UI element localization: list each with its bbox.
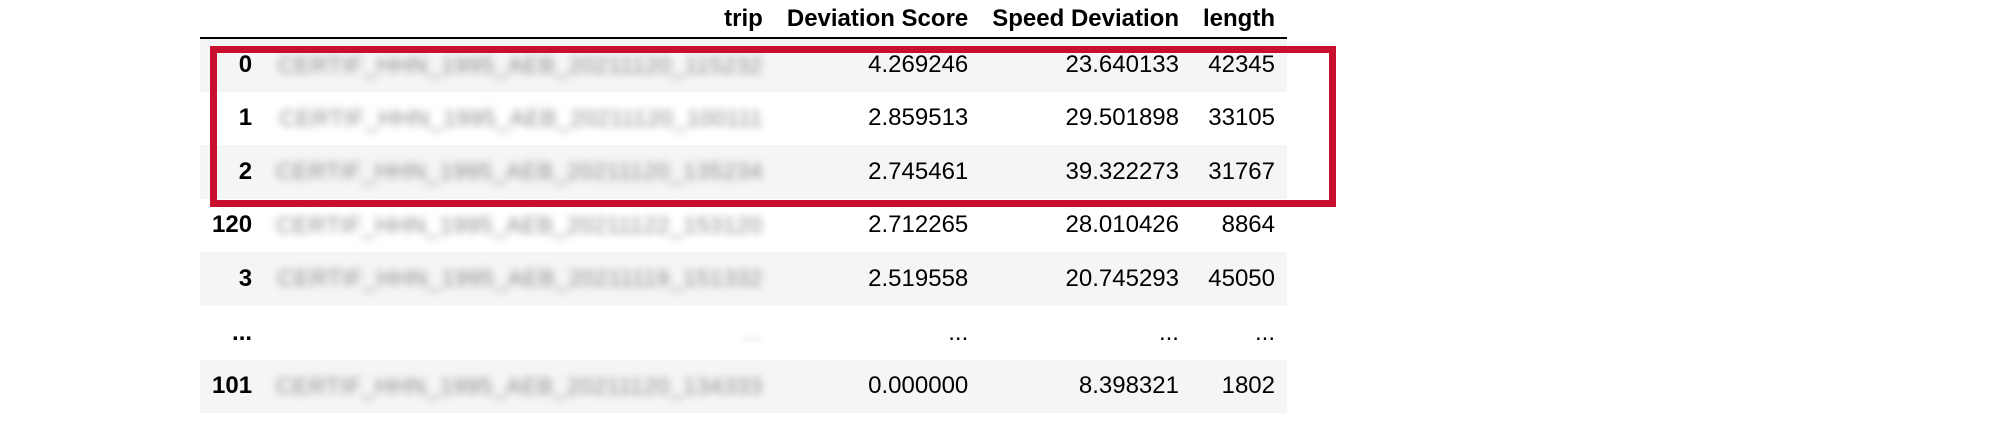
table-row: 1 CERTIF_HHN_1995_AEB_20211120_100111 2.… <box>200 92 1287 146</box>
trip-column-header: trip <box>724 4 763 32</box>
speed-deviation-cell: 23.640133 <box>1065 51 1179 79</box>
speed-deviation-cell: 28.010426 <box>1065 211 1179 239</box>
length-column-header: length <box>1203 4 1275 32</box>
table-row: 101 CERTIF_HHN_1995_AEB_20211120_134333 … <box>200 359 1287 413</box>
length-cell: 1802 <box>1221 372 1275 400</box>
speed-deviation-column-header: Speed Deviation <box>992 4 1179 32</box>
length-cell: 45050 <box>1208 264 1275 292</box>
deviation-score-ellipsis: ... <box>948 318 969 346</box>
trip-cell-blurred: CERTIF_HHN_1995_AEB_20211120_115232 <box>277 51 763 78</box>
deviation-score-cell: 2.519558 <box>868 264 969 292</box>
row-index: 1 <box>238 104 253 132</box>
table-row: 120 CERTIF_HHN_1995_AEB_20211122_153120 … <box>200 199 1287 253</box>
table-row: 3 CERTIF_HHN_1995_AEB_20211119_151332 2.… <box>200 252 1287 306</box>
trip-cell-blurred: CERTIF_HHN_1995_AEB_20211120_100111 <box>279 104 763 131</box>
length-cell: 8864 <box>1221 211 1275 239</box>
dataframe-table: trip Deviation Score Speed Deviation len… <box>200 0 1287 413</box>
deviation-score-cell: 2.745461 <box>868 157 969 185</box>
table-header: trip Deviation Score Speed Deviation len… <box>200 0 1287 38</box>
speed-deviation-cell: 29.501898 <box>1065 104 1179 132</box>
speed-deviation-cell: 8.398321 <box>1078 372 1179 400</box>
deviation-score-cell: 0.000000 <box>868 372 969 400</box>
row-index: 2 <box>238 157 253 185</box>
row-index: 120 <box>212 211 253 239</box>
deviation-score-cell: 2.712265 <box>868 211 969 239</box>
trip-cell-blurred: CERTIF_HHN_1995_AEB_20211119_151332 <box>277 265 763 292</box>
deviation-score-cell: 2.859513 <box>868 104 969 132</box>
length-cell: 31767 <box>1208 157 1275 185</box>
trip-cell-blurred: CERTIF_HHN_1995_AEB_20211122_153120 <box>276 211 763 238</box>
row-index: 0 <box>238 51 253 79</box>
table-row: 2 CERTIF_HHN_1995_AEB_20211120_135234 2.… <box>200 145 1287 199</box>
deviation-score-cell: 4.269246 <box>868 51 969 79</box>
trip-cell-blurred: CERTIF_HHN_1995_AEB_20211120_135234 <box>276 158 763 185</box>
trip-cell-blurred: CERTIF_HHN_1995_AEB_20211120_134333 <box>276 372 763 399</box>
speed-deviation-ellipsis: ... <box>1158 318 1179 346</box>
trip-cell-ellipsis: ... <box>742 318 763 346</box>
ellipsis-row: ... ... ... ... ... <box>200 306 1287 360</box>
row-index: 101 <box>212 372 253 400</box>
row-index: 3 <box>238 264 253 292</box>
header-row: trip Deviation Score Speed Deviation len… <box>200 0 1287 38</box>
speed-deviation-cell: 20.745293 <box>1065 264 1179 292</box>
index-column-header <box>200 0 264 38</box>
length-ellipsis: ... <box>1254 318 1275 346</box>
table-row: 0 CERTIF_HHN_1995_AEB_20211120_115232 4.… <box>200 38 1287 92</box>
length-cell: 33105 <box>1208 104 1275 132</box>
length-cell: 42345 <box>1208 51 1275 79</box>
speed-deviation-cell: 39.322273 <box>1065 157 1179 185</box>
deviation-score-column-header: Deviation Score <box>786 4 969 32</box>
row-index-ellipsis: ... <box>232 318 253 346</box>
table-body: 0 CERTIF_HHN_1995_AEB_20211120_115232 4.… <box>200 38 1287 413</box>
